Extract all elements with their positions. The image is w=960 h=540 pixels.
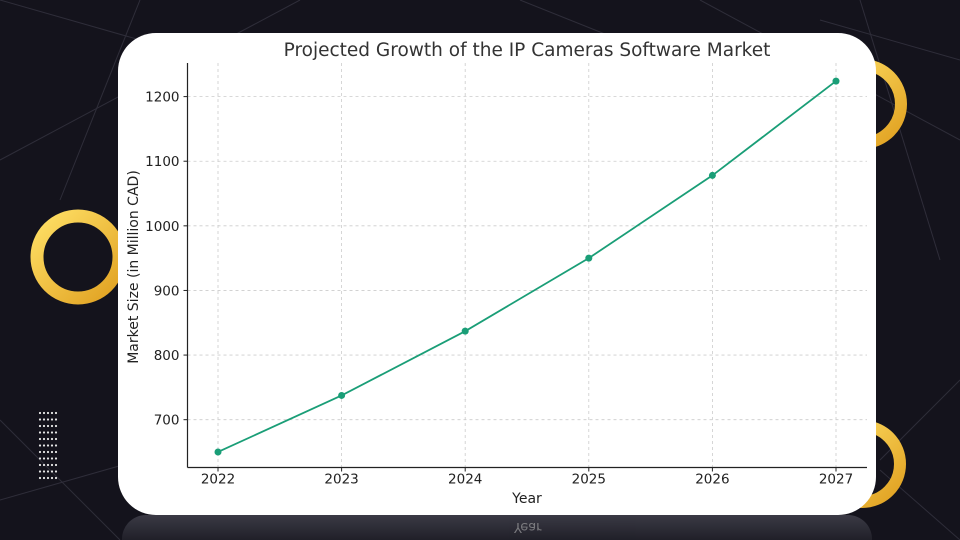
y-tick-label: 700 — [154, 413, 180, 429]
y-tick-label: 1100 — [145, 154, 179, 170]
grid-lines — [187, 63, 867, 468]
y-tick-label: 900 — [154, 283, 180, 299]
x-tick-label: 2024 — [448, 472, 482, 488]
card-reflection: Year — [122, 515, 872, 540]
x-tick-label: 2022 — [201, 472, 235, 488]
chart-title: Projected Growth of the IP Cameras Softw… — [284, 40, 771, 61]
x-tick-label: 2025 — [572, 472, 606, 488]
series — [214, 77, 840, 456]
x-axis-label: Year — [511, 491, 542, 507]
data-point — [338, 391, 346, 399]
tick-labels: 2022 2023 2024 2025 2026 2027 700 800 900 1000 110… — [145, 90, 853, 488]
y-axis-label: Market Size (in Million CAD) — [126, 170, 142, 364]
data-point — [461, 327, 469, 335]
chart-card — [118, 33, 876, 515]
y-tick-label: 1200 — [145, 90, 179, 106]
data-point — [708, 171, 716, 179]
x-tick-label: 2023 — [324, 472, 358, 488]
series-line — [217, 80, 837, 453]
data-point — [585, 254, 593, 262]
data-point — [214, 448, 222, 456]
x-tick-label: 2027 — [819, 472, 853, 488]
y-tick-label: 800 — [154, 348, 180, 364]
x-tick-label: 2026 — [695, 472, 729, 488]
axes — [186, 63, 867, 469]
y-tick-label: 1000 — [145, 219, 179, 235]
decorative-dot-grid — [38, 411, 58, 480]
data-point — [832, 77, 840, 85]
